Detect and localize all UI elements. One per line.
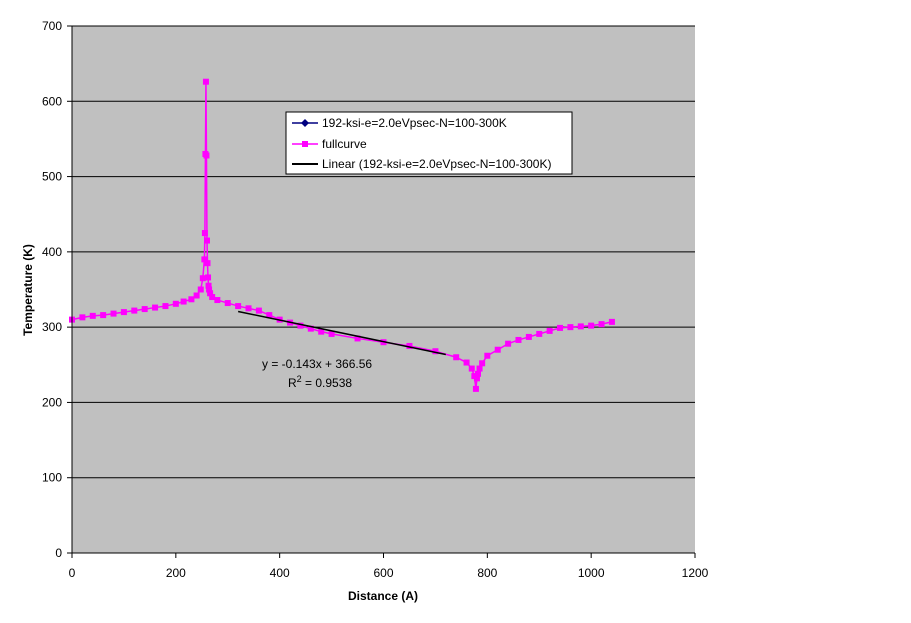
series-fullcurve-point-22 — [204, 260, 211, 267]
series-fullcurve-point-21 — [203, 237, 210, 244]
series-fullcurve-point-16 — [201, 256, 208, 263]
series-fullcurve-point-32 — [255, 307, 262, 314]
legend-marker-series-2 — [302, 141, 308, 147]
y-tick-label-1: 100 — [42, 471, 62, 485]
y-tick-label-6: 600 — [42, 94, 62, 108]
series-fullcurve-point-37 — [307, 325, 314, 332]
series-fullcurve-point-29 — [224, 300, 231, 307]
y-tick-label-2: 200 — [42, 395, 62, 409]
series-fullcurve-point-12 — [188, 296, 195, 303]
series-fullcurve-point-49 — [473, 375, 480, 382]
series-fullcurve-point-61 — [567, 324, 574, 331]
legend: 192-ksi-e=2.0eVpsec-N=100-300K fullcurve… — [285, 111, 573, 175]
series-fullcurve-point-28 — [214, 297, 221, 304]
trendline-r-squared: R2 = 0.9538 — [288, 374, 352, 390]
series-fullcurve-point-59 — [546, 327, 553, 334]
series-fullcurve-point-43 — [432, 348, 439, 355]
series-fullcurve-point-45 — [463, 359, 470, 366]
series-fullcurve-point-14 — [197, 286, 204, 293]
y-tick-label-4: 400 — [42, 245, 62, 259]
series-fullcurve-point-65 — [608, 318, 615, 325]
legend-marker-series-1 — [301, 119, 309, 127]
series-fullcurve-point-13 — [193, 292, 200, 299]
series-fullcurve-point-30 — [235, 303, 242, 310]
series-fullcurve-point-63 — [588, 322, 595, 329]
y-tick-label-7: 700 — [42, 19, 62, 33]
series-fullcurve-point-27 — [209, 294, 216, 301]
series-fullcurve-point-17 — [201, 230, 208, 237]
x-axis-title: Distance (A) — [348, 589, 418, 603]
x-tick-label-3: 600 — [373, 566, 393, 580]
series-fullcurve-point-20 — [203, 152, 210, 159]
series-fullcurve-point-62 — [577, 323, 584, 330]
series-fullcurve-point-53 — [484, 352, 491, 359]
series-fullcurve-point-52 — [479, 360, 486, 367]
series-fullcurve-point-42 — [406, 342, 413, 349]
series-fullcurve-point-57 — [525, 333, 532, 340]
series-fullcurve-point-4 — [110, 310, 117, 317]
y-tick-label-3: 300 — [42, 320, 62, 334]
y-ticks: 0 100 200 300 400 500 600 700 — [42, 19, 72, 560]
legend-label-series-2: fullcurve — [322, 137, 367, 151]
trendline-equation: y = -0.143x + 366.56 — [262, 357, 372, 371]
x-tick-label-1: 200 — [166, 566, 186, 580]
series-fullcurve-point-5 — [120, 309, 127, 316]
series-fullcurve-point-9 — [162, 303, 169, 310]
series-fullcurve-point-58 — [536, 330, 543, 337]
series-fullcurve-point-26 — [207, 290, 214, 297]
series-fullcurve-point-31 — [245, 305, 252, 312]
series-fullcurve-point-51 — [476, 365, 483, 372]
x-tick-label-6: 1200 — [682, 566, 709, 580]
series-fullcurve-point-1 — [79, 314, 86, 321]
series-fullcurve-point-55 — [505, 340, 512, 347]
y-tick-label-5: 500 — [42, 170, 62, 184]
legend-label-series-3: Linear (192-ksi-e=2.0eVpsec-N=100-300K) — [322, 157, 551, 171]
legend-box — [285, 111, 573, 175]
series-fullcurve-point-60 — [557, 324, 564, 331]
x-tick-label-2: 400 — [270, 566, 290, 580]
grid-lines — [72, 25, 695, 479]
legend-label-series-1: 192-ksi-e=2.0eVpsec-N=100-300K — [322, 116, 507, 130]
r2-prefix: R — [288, 376, 297, 390]
r2-superscript: 2 — [297, 374, 302, 384]
series-fullcurve-point-8 — [152, 304, 159, 311]
series-fullcurve-point-6 — [131, 307, 138, 314]
x-tick-label-0: 0 — [69, 566, 76, 580]
x-ticks: 0 200 400 600 800 1000 1200 — [69, 553, 709, 580]
series-fullcurve-point-54 — [494, 346, 501, 353]
r2-suffix: = 0.9538 — [302, 376, 353, 390]
y-tick-label-0: 0 — [55, 546, 62, 560]
series-fullcurve-point-19 — [202, 78, 209, 85]
x-tick-label-5: 1000 — [578, 566, 605, 580]
series-fullcurve-point-50 — [474, 370, 481, 377]
series-fullcurve-point-64 — [598, 321, 605, 328]
series-fullcurve-point-44 — [453, 354, 460, 361]
x-tick-label-4: 800 — [477, 566, 497, 580]
series-fullcurve-point-48 — [472, 385, 479, 392]
series-fullcurve-point-2 — [89, 312, 96, 319]
series-fullcurve-point-11 — [180, 298, 187, 305]
series-fullcurve-point-39 — [328, 330, 335, 337]
y-axis-title: Temperature (K) — [21, 244, 35, 336]
series-fullcurve-point-56 — [515, 336, 522, 343]
series-fullcurve-point-46 — [468, 365, 475, 372]
series-fullcurve-point-33 — [266, 312, 273, 319]
series-fullcurve-point-10 — [172, 300, 179, 307]
series-fullcurve-point-7 — [141, 306, 148, 313]
series-fullcurve-point-38 — [318, 328, 325, 335]
plot-area — [72, 26, 695, 553]
series-fullcurve-point-23 — [205, 274, 212, 281]
series-layer — [69, 78, 615, 392]
series-fullcurve-point-25 — [206, 286, 213, 293]
series-fullcurve-point-24 — [205, 282, 212, 289]
series-fullcurve-point-3 — [100, 312, 107, 319]
series-fullcurve-point-36 — [297, 322, 304, 329]
series-fullcurve-point-15 — [199, 275, 206, 282]
series-fullcurve-point-40 — [354, 335, 361, 342]
series-linear-trendline — [237, 310, 446, 356]
